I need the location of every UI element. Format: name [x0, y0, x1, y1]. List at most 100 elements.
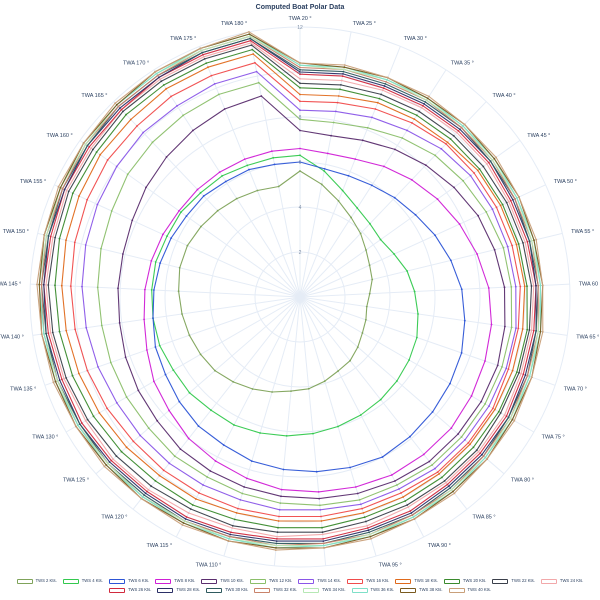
legend-item[interactable]: TWS 30 Kts.: [205, 587, 248, 593]
series-line: [178, 170, 373, 393]
data-point: [248, 31, 250, 33]
data-point: [199, 47, 202, 50]
legend-item[interactable]: TWS 10 Kts.: [201, 578, 244, 584]
data-point: [139, 434, 142, 437]
legend-item[interactable]: TWS 6 Kts.: [108, 578, 149, 584]
data-point: [428, 460, 431, 463]
legend-item[interactable]: TWS 12 Kts.: [249, 578, 292, 584]
data-point: [182, 114, 185, 117]
series-8: [69, 61, 522, 518]
legend-item[interactable]: TWS 24 Kts.: [540, 578, 583, 584]
data-point: [84, 143, 87, 146]
series-line: [143, 147, 493, 493]
series-line: [38, 33, 544, 549]
angular-tick-label: TWA 115 °: [146, 543, 172, 549]
legend-item[interactable]: TWS 38 Kts.: [400, 587, 443, 593]
data-point: [337, 425, 339, 428]
data-point: [368, 264, 371, 267]
data-point: [106, 407, 108, 410]
data-point: [507, 368, 510, 370]
data-point: [321, 526, 323, 529]
data-point: [376, 101, 379, 104]
data-point: [495, 206, 498, 209]
data-point: [472, 446, 475, 449]
data-point: [385, 81, 387, 83]
data-point: [481, 453, 483, 456]
data-point: [350, 216, 352, 219]
data-point: [221, 175, 224, 177]
data-point: [381, 89, 384, 92]
legend-item[interactable]: TWS 36 Kts.: [351, 587, 394, 593]
data-point: [237, 507, 239, 510]
legend-item[interactable]: TWS 40 Kts.: [448, 587, 491, 593]
data-point: [166, 235, 168, 238]
data-point: [533, 239, 535, 242]
data-point: [259, 432, 261, 434]
data-point: [524, 241, 527, 244]
legend-item[interactable]: TWS 16 Kts.: [346, 578, 389, 584]
data-point: [218, 93, 220, 96]
data-point: [124, 356, 127, 359]
legend-item[interactable]: TWS 22 Kts.: [492, 578, 535, 584]
data-point: [520, 372, 522, 375]
data-point: [75, 425, 77, 428]
legend-item[interactable]: TWS 2 Kts.: [16, 578, 57, 584]
data-point: [260, 95, 263, 97]
data-point: [383, 85, 386, 87]
data-point: [230, 531, 232, 534]
data-point: [118, 322, 121, 324]
data-point: [77, 424, 79, 427]
legend-item[interactable]: TWS 32 Kts.: [254, 587, 297, 593]
angular-tick-label: TWA 160 °: [47, 133, 73, 139]
legend-item[interactable]: TWS 18 Kts.: [395, 578, 438, 584]
data-point: [58, 379, 61, 382]
legend-item[interactable]: TWS 4 Kts.: [62, 578, 103, 584]
angular-tick-label: TWA 175 °: [170, 36, 196, 42]
data-point: [210, 74, 213, 77]
data-point: [243, 158, 246, 161]
data-point: [229, 533, 232, 536]
data-point: [198, 492, 200, 494]
angular-gridline: [54, 184, 301, 298]
angular-tick-label: TWA 180 °: [221, 21, 247, 27]
legend-swatch: [155, 578, 172, 584]
legend-swatch: [298, 578, 315, 584]
legend-item[interactable]: TWS 28 Kts.: [157, 587, 200, 593]
data-point: [98, 412, 101, 414]
data-point: [146, 490, 148, 493]
angular-tick-label: TWA 20 °: [288, 16, 311, 22]
data-point: [407, 506, 410, 508]
data-point: [144, 492, 147, 495]
legend-item[interactable]: TWS 34 Kts.: [303, 587, 346, 593]
legend-item[interactable]: TWS 8 Kts.: [155, 578, 195, 584]
data-point: [181, 313, 183, 315]
angular-gridline: [37, 232, 301, 298]
radial-tick-label: 12: [297, 25, 303, 31]
data-point: [65, 329, 68, 332]
legend-item[interactable]: TWS 26 Kts.: [108, 587, 151, 593]
data-point: [406, 129, 408, 132]
data-point: [426, 97, 429, 100]
legend-item[interactable]: TWS 14 Kts.: [298, 578, 341, 584]
data-point: [480, 400, 483, 403]
data-point: [275, 547, 277, 549]
legend-item[interactable]: TWS 20 Kts.: [443, 578, 486, 584]
data-point: [209, 470, 212, 472]
data-point: [511, 369, 514, 372]
data-point: [137, 389, 140, 392]
data-point: [162, 469, 165, 472]
data-point: [233, 518, 236, 521]
data-point: [342, 73, 344, 75]
data-point: [114, 102, 117, 105]
data-point: [366, 126, 369, 129]
legend-swatch: [351, 587, 368, 593]
data-point: [491, 208, 494, 211]
data-point: [371, 116, 373, 119]
data-point: [341, 75, 344, 77]
data-point: [404, 500, 407, 502]
data-point: [411, 514, 414, 516]
data-point: [42, 283, 45, 286]
data-point: [322, 540, 325, 542]
data-point: [343, 64, 346, 66]
data-point: [56, 380, 59, 382]
